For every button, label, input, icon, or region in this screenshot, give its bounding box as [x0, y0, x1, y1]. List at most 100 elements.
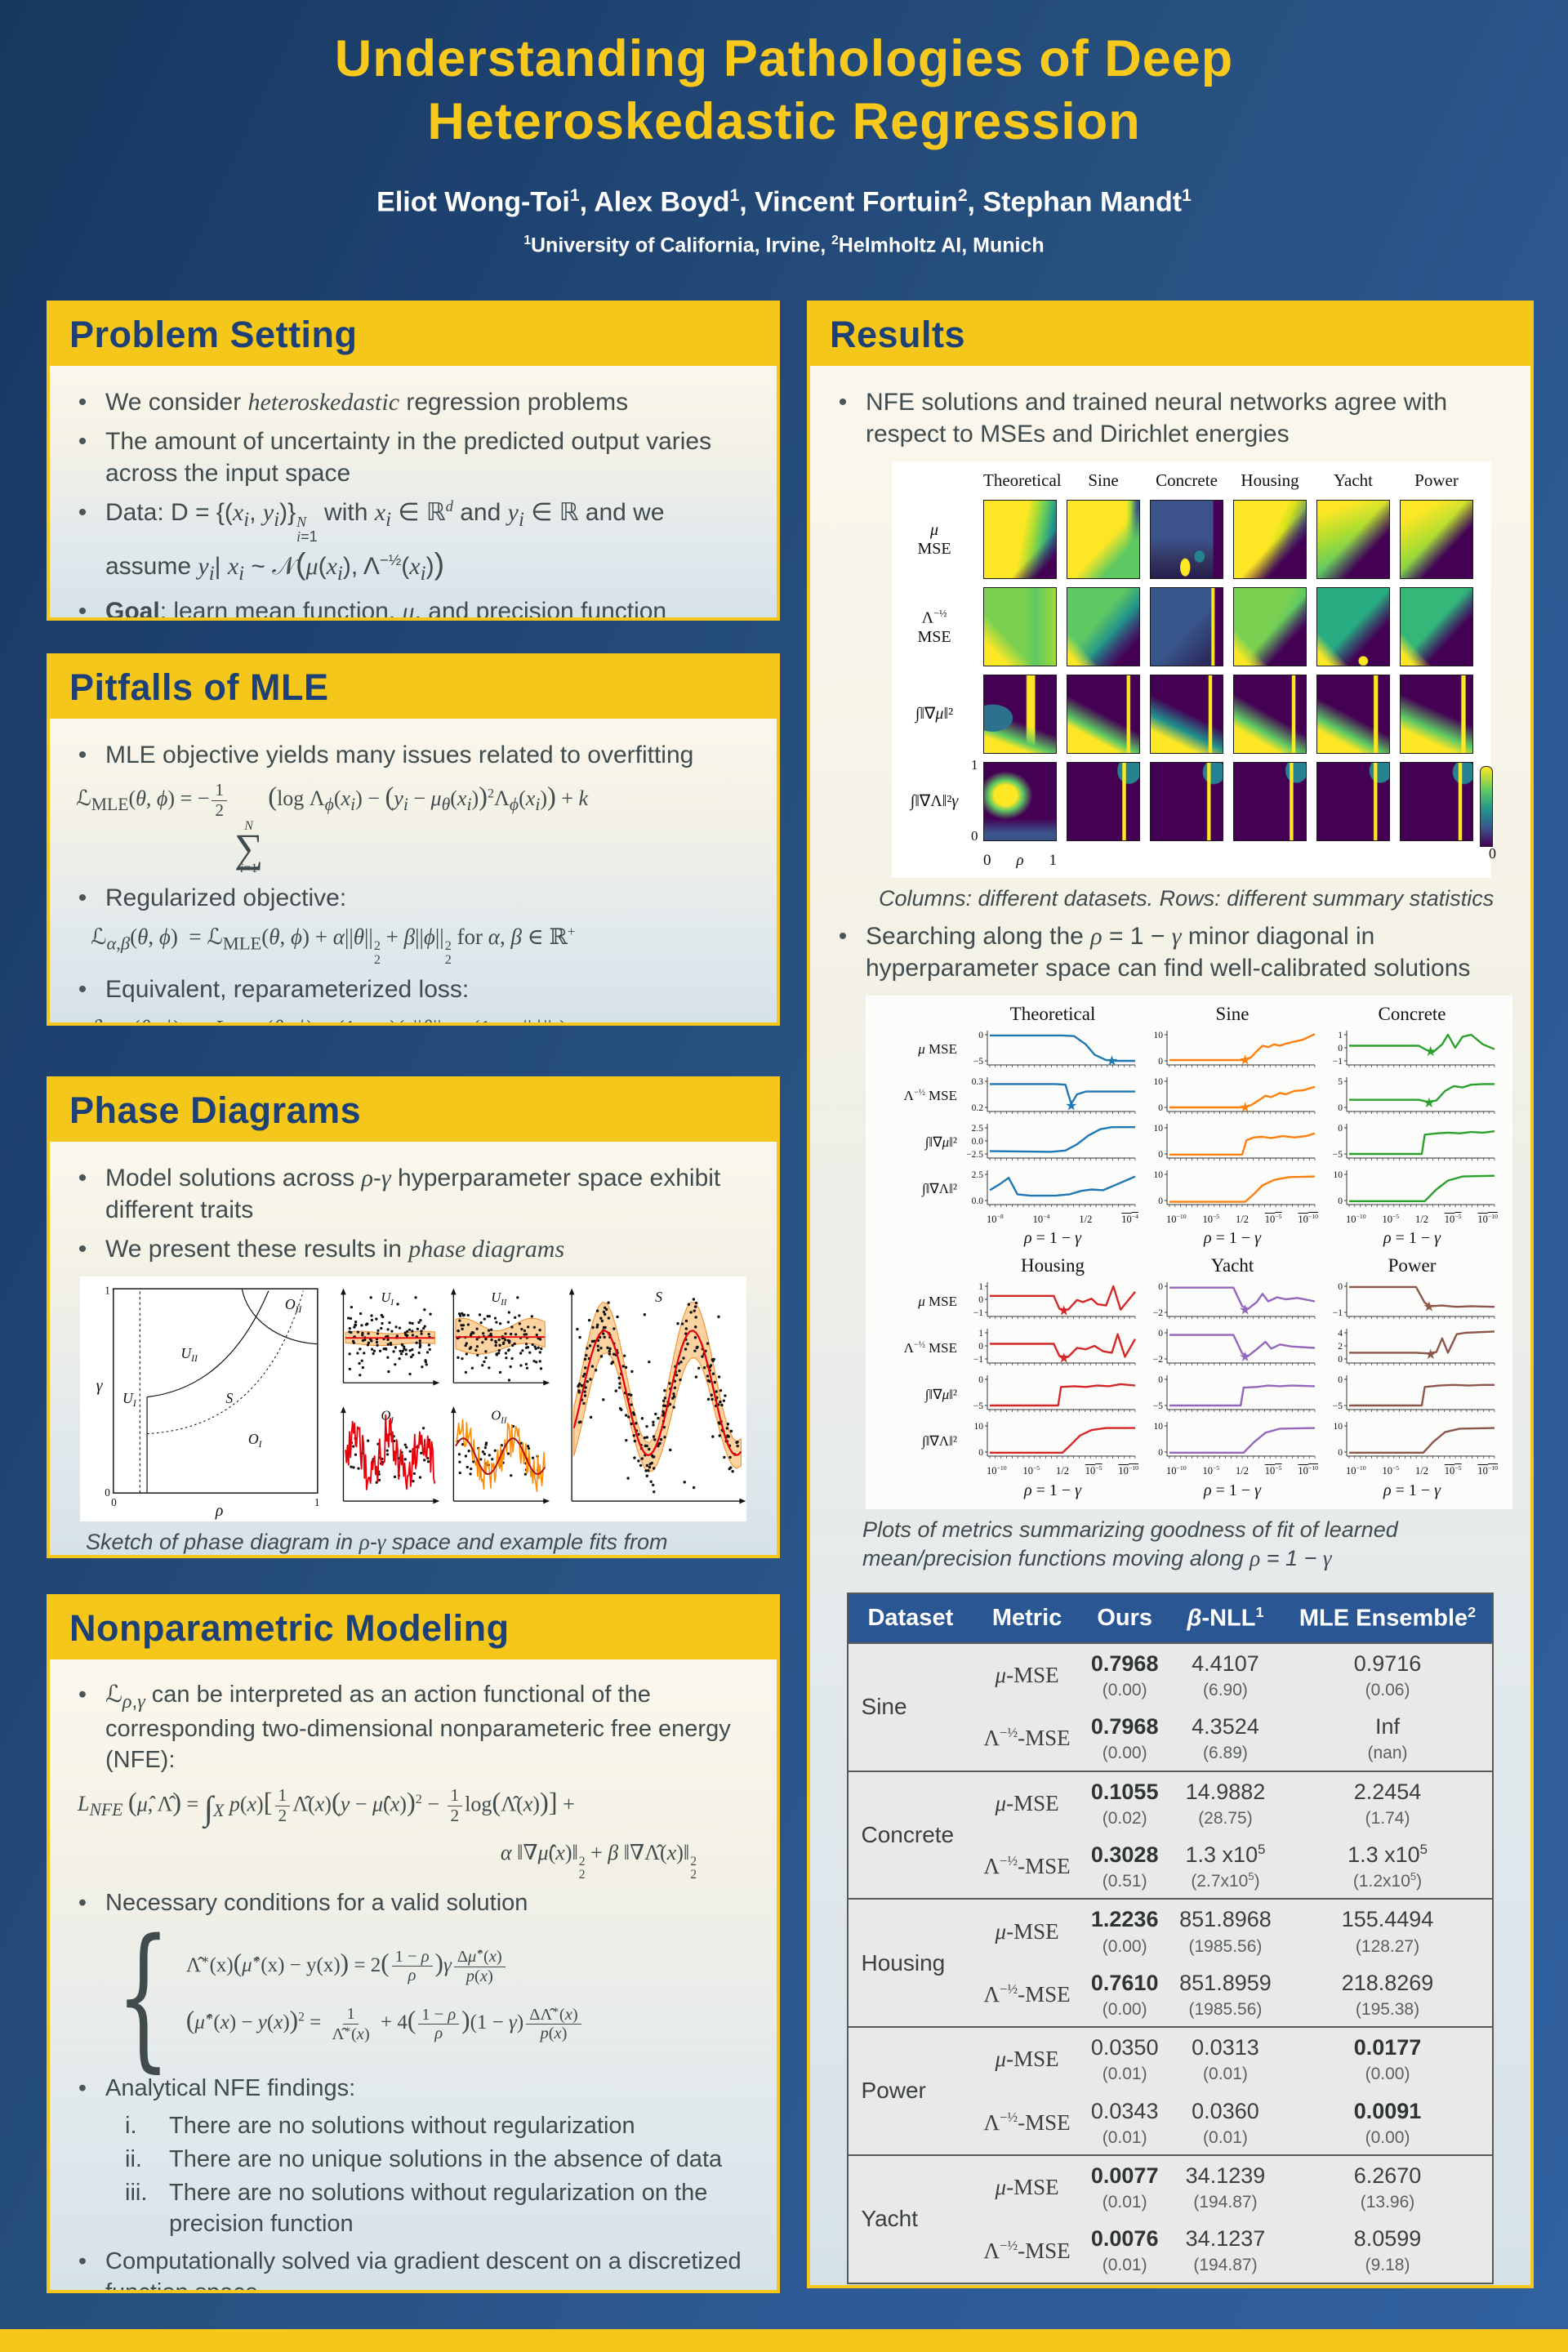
heatmap-row-label: ∫‖∇μ‖²	[915, 705, 954, 724]
table-value-cell: 0.0091 (0.00)	[1353, 2098, 1422, 2147]
dataset-title: Yacht	[1210, 1255, 1254, 1276]
svg-text:S: S	[655, 1289, 662, 1305]
bullet-text: Equivalent, reparameterized loss:	[105, 975, 470, 1003]
bullet-item: • We present these results in phase diagr…	[73, 1233, 754, 1265]
table-metric-cell: μ-MSE	[973, 2154, 1081, 2220]
table-value-cell: Inf (nan)	[1367, 1714, 1408, 1763]
table-metric-cell: Λ−½-MSE	[983, 1980, 1071, 2007]
metric-plot: 10 0 ★	[1147, 1027, 1318, 1073]
section-problem-setting: Problem Setting • We consider heteroskeda…	[47, 301, 780, 621]
svg-text:10: 10	[1154, 1422, 1164, 1432]
formula-reparameterized: ℒρ,γ (θ, ϕ) = ρLMLE(θ, ϕ) + (1 − ρ)(γ||θ…	[91, 1013, 751, 1022]
heatmap-cell	[1316, 587, 1390, 667]
finding-numeral: ii.	[125, 2146, 142, 2173]
svg-text:0: 0	[1158, 1150, 1163, 1160]
bullet-dot: •	[78, 1890, 87, 1917]
bullet-text: Computationally solved via gradient desc…	[105, 2248, 742, 2290]
section-results: Results • NFE solutions and trained neura…	[807, 301, 1534, 2288]
svg-text:−2: −2	[1153, 1355, 1163, 1365]
svg-text:10: 10	[1154, 1031, 1164, 1040]
heatmap-y-tick-0: 0	[971, 828, 978, 844]
svg-text:0.0: 0.0	[972, 1196, 984, 1206]
section-body: • We consider heteroskedastic regression …	[50, 366, 777, 617]
svg-text:★: ★	[1239, 1099, 1251, 1115]
bullet-item: • Model solutions across ρ-γ hyperparamet…	[73, 1162, 754, 1226]
table-row: Concrete μ-MSE 0.1055 (0.02) 14.9882 (28.75) 2…	[847, 1770, 1494, 1900]
svg-text:10: 10	[1334, 1422, 1343, 1432]
metric-curves-caption: Plots of metrics summarizing goodness of…	[862, 1517, 1398, 1570]
heatmap-cell	[1233, 675, 1307, 755]
table-dataset-cell: Yacht	[847, 2154, 973, 2283]
svg-text:0: 0	[1158, 1329, 1163, 1339]
table-header-cell: β-NLL1	[1168, 1592, 1283, 1643]
colorbar-min-label: 0	[1489, 844, 1496, 862]
finding-text: There are no unique solutions in the abs…	[169, 2146, 723, 2173]
svg-text:−5: −5	[1333, 1150, 1343, 1160]
metric-plot: 1 0 −1 ★	[967, 1278, 1138, 1325]
x-axis-label: ρ = 1 − γ	[1383, 1481, 1441, 1499]
results-table-body: Sine μ-MSE 0.7968 (0.00) 4.4107 (6.90) 0.9716(…	[847, 1642, 1494, 2283]
section-title: Phase Diagrams	[69, 1089, 362, 1131]
svg-text:−5: −5	[1333, 1401, 1343, 1411]
svg-text:5: 5	[1338, 1077, 1343, 1087]
bullet-text: ℒρ,γ can be interpreted as an action fun…	[105, 1682, 731, 1773]
metric-row-label: μ MSE	[918, 1293, 957, 1309]
table-metric-cell: μ-MSE	[973, 1642, 1081, 1708]
svg-text:★: ★	[1423, 1095, 1435, 1111]
section-title: Results	[830, 314, 966, 355]
table-dataset-cell: Sine	[847, 1642, 973, 1771]
section-title: Nonparametric Modeling	[69, 1607, 510, 1649]
colorbar	[1480, 765, 1493, 847]
bullet-item: • The amount of uncertainty in the predic…	[73, 425, 754, 489]
svg-text:0: 0	[978, 1448, 983, 1458]
section-body: • Model solutions across ρ-γ hyperparamet…	[50, 1142, 777, 1555]
table-row: Power μ-MSE 0.0350 (0.01) 0.0313 (0.01) 0.0177…	[847, 2026, 1494, 2155]
x-tick-labels: 10−10 10−5 1/2 10−5 10−10	[1166, 1212, 1318, 1226]
heatmap-cell	[1400, 762, 1473, 842]
table-dataset-cell: Housing	[847, 1898, 973, 2028]
heatmap-cell	[1316, 500, 1390, 580]
bullet-item: • Necessary conditions for a valid soluti…	[73, 1888, 754, 1919]
dataset-title: Housing	[1021, 1255, 1085, 1276]
table-value-cell: 155.4494 (128.27)	[1282, 1898, 1494, 1963]
table-header-cell: Metric	[973, 1592, 1081, 1643]
formula-mle: ℒMLE(θ, ϕ) = −1 2 N ∑ i=1 (log Λϕ(xi) − (yi −…	[76, 780, 589, 876]
metric-plot: 2.5 0.0	[967, 1166, 1138, 1213]
heatmap-column-title: Sine	[1088, 470, 1119, 490]
finding-item: iii. There are no solutions without regul…	[125, 2178, 754, 2239]
metric-row-label: Λ−½ MSE	[903, 1088, 957, 1104]
metric-plot: 0 −5 ★	[967, 1027, 1138, 1073]
x-axis-label: ρ = 1 − γ	[1203, 1481, 1262, 1499]
table-row: Λ−½-MSE 0.0343 (0.01) 0.0360 (0.01) 0.0091 (0.…	[848, 2091, 1494, 2155]
footer-accent-bar	[0, 2329, 1568, 2352]
table-header-cell: Ours	[1080, 1592, 1169, 1643]
x-tick-labels: 10−8 10−4 1/2 10−4	[987, 1212, 1138, 1226]
table-metric-cell: μ-MSE	[973, 2026, 1081, 2091]
section-pitfalls-of-mle: Pitfalls of MLE • MLE objective yields ma…	[47, 653, 780, 1026]
metric-plot: 0 −2 ★	[1147, 1325, 1318, 1371]
metric-plot: 1 0 −1 ★	[1326, 1027, 1498, 1073]
svg-text:4: 4	[1338, 1329, 1343, 1339]
svg-text:★: ★	[1424, 1044, 1437, 1059]
bullet-item: • ℒρ,γ can be interpreted as an action fu…	[73, 1680, 754, 1776]
table-value-cell: 2.2454 (1.74)	[1282, 1770, 1494, 1836]
results-table: Dataset Metric Ours β-NLL1 MLE Ensemble2 Sin…	[846, 1592, 1494, 2284]
section-header: Results	[810, 304, 1530, 366]
finding-numeral: iii.	[125, 2179, 148, 2206]
poster-title: Understanding Pathologies of Deep Hetero…	[0, 28, 1568, 154]
heatmap-row-label: ∫‖∇Λ‖²γ	[910, 792, 959, 811]
table-value-cell: 0.0077 (0.01)	[1080, 2154, 1169, 2220]
svg-text:−5: −5	[1153, 1401, 1163, 1411]
svg-text:UI: UI	[381, 1290, 394, 1307]
bullet-dot: •	[78, 975, 87, 1003]
heatmap-cell	[1233, 500, 1307, 580]
dataset-title: Power	[1388, 1255, 1437, 1276]
metric-plot: 10 0	[967, 1418, 1138, 1464]
bullet-item: • We consider heteroskedastic regression …	[73, 386, 754, 418]
heatmap-cell	[1233, 587, 1307, 667]
authors-line: Eliot Wong-Toi1, Alex Boyd1, Vincent For…	[376, 186, 1192, 218]
bullet-dot: •	[78, 2074, 87, 2101]
svg-text:S: S	[225, 1390, 233, 1406]
